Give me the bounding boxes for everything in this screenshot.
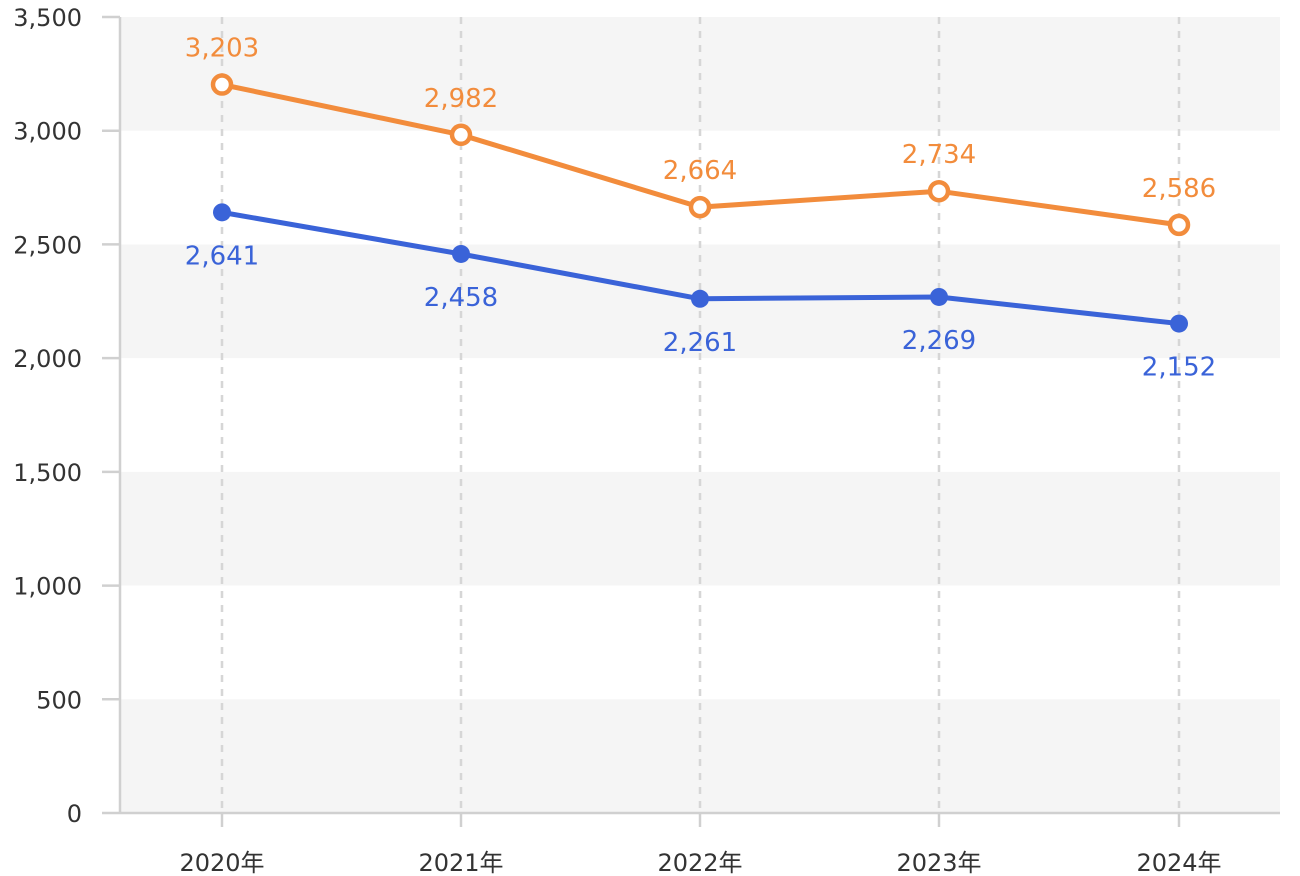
data-point xyxy=(927,179,951,203)
data-point xyxy=(691,289,709,308)
y-tick-label: 1,000 xyxy=(13,573,82,601)
x-tick-label: 2021年 xyxy=(418,849,503,876)
data-point xyxy=(688,195,712,219)
x-axis-ticks: 2020年 2021年 2022年 2023年 2024年 xyxy=(179,813,1222,876)
data-label: 2,261 xyxy=(663,328,737,358)
data-label: 2,664 xyxy=(663,156,737,186)
data-label: 3,203 xyxy=(185,34,259,64)
x-tick-label: 2023年 xyxy=(896,849,981,876)
series-layer: 3,203 2,982 2,664 2,734 2,586 2,641 2,458 2,261… xyxy=(185,34,1216,383)
x-tick-label: 2022年 xyxy=(657,849,742,876)
y-tick-label: 0 xyxy=(67,800,82,828)
data-point xyxy=(1167,213,1191,237)
vertical-gridlines xyxy=(220,17,1181,813)
y-axis-ticks: 0 500 1,000 1,500 2,000 2,500 3,000 3,500 xyxy=(13,4,120,828)
data-point xyxy=(213,203,231,222)
series-1: 3,203 2,982 2,664 2,734 2,586 xyxy=(185,34,1216,237)
data-point xyxy=(210,73,234,96)
data-label: 2,641 xyxy=(185,241,259,271)
y-tick-label: 2,000 xyxy=(13,345,82,373)
x-tick-label: 2024年 xyxy=(1136,849,1221,876)
y-tick-label: 3,500 xyxy=(13,4,82,32)
y-tick-label: 3,000 xyxy=(13,118,82,146)
y-tick-label: 1,500 xyxy=(13,459,82,487)
background-band xyxy=(120,699,1280,813)
data-point xyxy=(1170,314,1188,333)
data-point xyxy=(449,123,473,147)
data-label: 2,458 xyxy=(424,283,498,313)
data-label: 2,269 xyxy=(902,326,976,356)
x-tick-label: 2020年 xyxy=(179,849,264,876)
data-point xyxy=(930,287,948,306)
data-label: 2,586 xyxy=(1142,174,1216,204)
data-label: 2,982 xyxy=(424,84,498,114)
series-2: 2,641 2,458 2,261 2,269 2,152 xyxy=(185,203,1216,383)
data-label: 2,734 xyxy=(902,140,976,170)
data-label: 2,152 xyxy=(1142,353,1216,383)
y-tick-label: 500 xyxy=(36,686,82,714)
y-tick-label: 2,500 xyxy=(13,231,82,259)
data-point xyxy=(452,244,470,263)
